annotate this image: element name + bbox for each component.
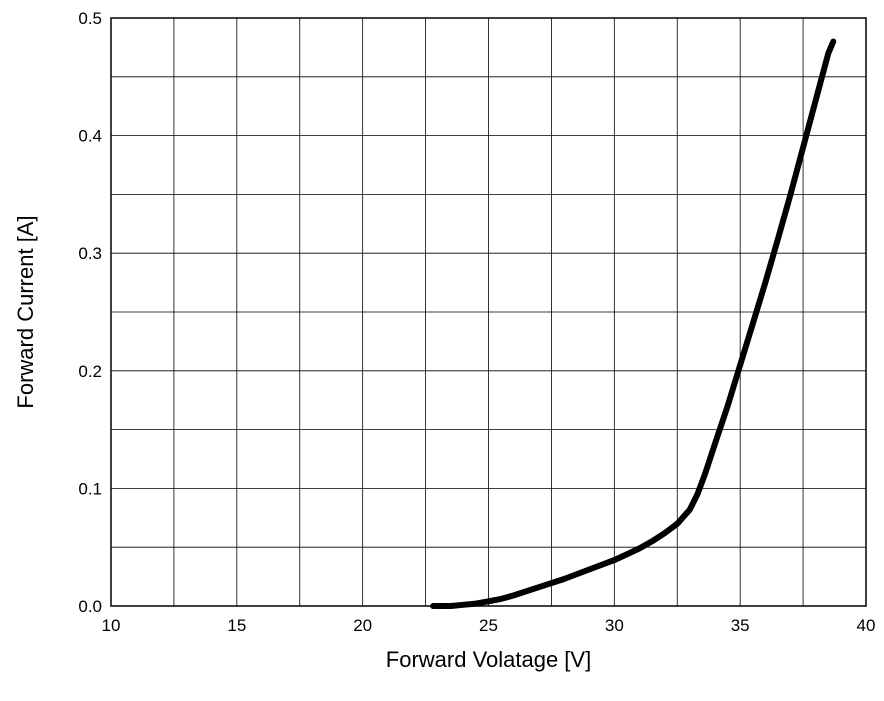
y-tick-labels: 0.0 0.1 0.2 0.3 0.4 0.5: [78, 9, 102, 616]
y-tick-label: 0.0: [78, 597, 102, 616]
x-tick-label: 35: [731, 616, 750, 635]
x-tick-label: 25: [479, 616, 498, 635]
y-tick-label: 0.1: [78, 479, 102, 498]
x-tick-label: 30: [605, 616, 624, 635]
x-axis-label: Forward Volatage [V]: [386, 647, 591, 672]
plot-frame: [110, 17, 867, 607]
x-tick-label: 40: [857, 616, 876, 635]
x-tick-label: 15: [227, 616, 246, 635]
x-tick-label: 20: [353, 616, 372, 635]
y-tick-label: 0.2: [78, 362, 102, 381]
iv-curve-line: [430, 38, 837, 609]
y-tick-label: 0.3: [78, 244, 102, 263]
x-tick-label: 10: [102, 616, 121, 635]
x-tick-labels: 10 15 20 25 30 35 40: [102, 616, 876, 635]
y-axis-label: Forward Current [A]: [13, 215, 38, 408]
y-tick-label: 0.5: [78, 9, 102, 28]
y-tick-label: 0.4: [78, 127, 102, 146]
grid-lines: [111, 18, 866, 606]
